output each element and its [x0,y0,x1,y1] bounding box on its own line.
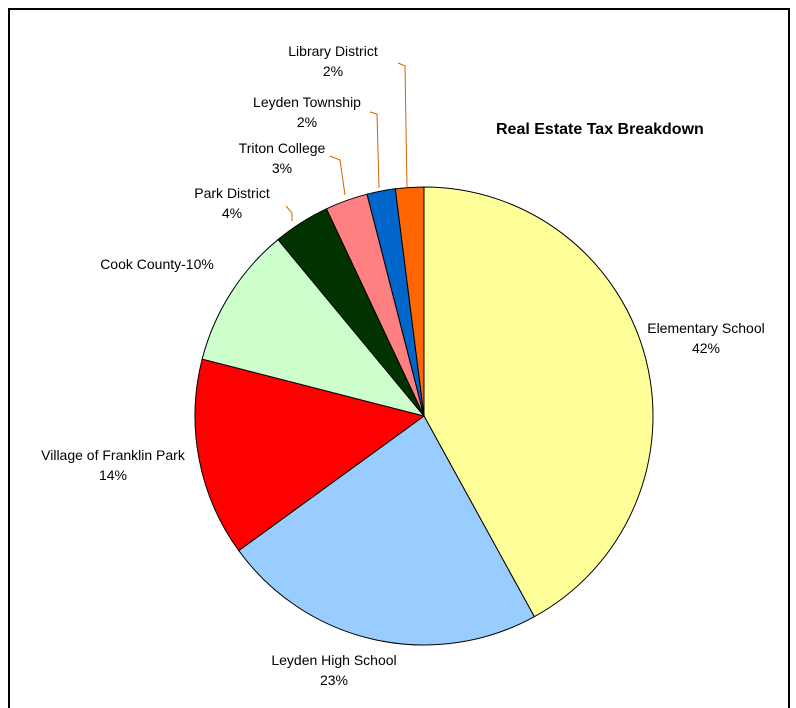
pie-slice-village-of-franklin-park [194,358,426,552]
slice-name-elementary-school: Elementary School [647,320,765,336]
slice-name-leyden-township: Leyden Township [253,94,361,110]
slice-value-village-of-franklin-park: 14% [99,467,127,483]
slice-name-triton-college: Triton College [239,140,326,156]
chart-title: Real Estate Tax Breakdown [496,121,704,138]
pie-slice-library-district [394,186,425,417]
pie-slice-leyden-high-school [238,415,536,646]
pie-slice-cook-county [201,238,426,417]
leader-line [285,205,293,221]
slice-value-library-district: 2% [323,63,343,79]
leader-line [397,62,408,188]
slice-name-park-district: Park District [194,185,270,201]
leader-lines [285,62,408,221]
pie-slices [194,186,654,646]
slice-value-elementary-school: 42% [692,340,720,356]
slice-labels: Elementary School 42% Leyden High School 23… [41,43,765,688]
leader-line [369,111,380,189]
slice-name-village-of-franklin-park: Village of Franklin Park [41,447,186,463]
slice-name-library-district: Library District [288,43,378,59]
slice-value-park-district: 4% [222,205,242,221]
slice-name-leyden-high-school: Leyden High School [271,652,396,668]
leader-line [329,155,346,196]
slice-value-leyden-high-school: 23% [320,672,348,688]
pie-slice-elementary-school [423,186,654,618]
chart-frame [8,8,790,708]
slice-label-cook-county: Cook County-10% [100,256,214,272]
slice-value-triton-college: 3% [272,160,292,176]
slice-value-leyden-township: 2% [297,114,317,130]
